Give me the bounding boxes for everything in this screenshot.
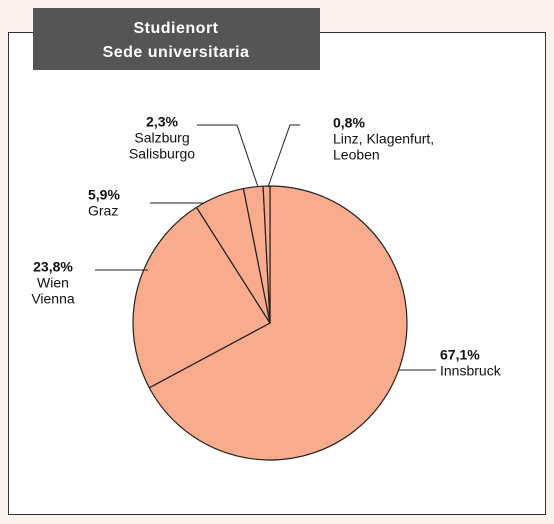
value-label: 5,9% bbox=[88, 187, 120, 203]
category-label: Linz, Klagenfurt, bbox=[333, 131, 434, 147]
category-label: Salisburgo bbox=[129, 146, 195, 162]
leader-line bbox=[197, 124, 259, 188]
chart-subtitle: Sede universitaria bbox=[103, 44, 250, 61]
pie-slice bbox=[148, 185, 408, 461]
title-box bbox=[33, 8, 320, 70]
pie-slice bbox=[262, 185, 271, 324]
value-label: 0,8% bbox=[333, 115, 365, 131]
value-label: 2,3% bbox=[146, 114, 178, 130]
category-label: Leoben bbox=[333, 147, 380, 163]
chart-title: Studienort bbox=[134, 20, 219, 37]
leader-line bbox=[267, 124, 300, 188]
category-label: Innsbruck bbox=[440, 363, 502, 379]
pie-slice bbox=[132, 206, 271, 389]
category-label: Wien bbox=[37, 275, 69, 291]
category-label: Vienna bbox=[31, 291, 75, 307]
category-label: Salzburg bbox=[134, 130, 189, 146]
value-label: 67,1% bbox=[440, 347, 480, 363]
category-label: Graz bbox=[88, 203, 118, 219]
value-label: 23,8% bbox=[33, 259, 73, 275]
